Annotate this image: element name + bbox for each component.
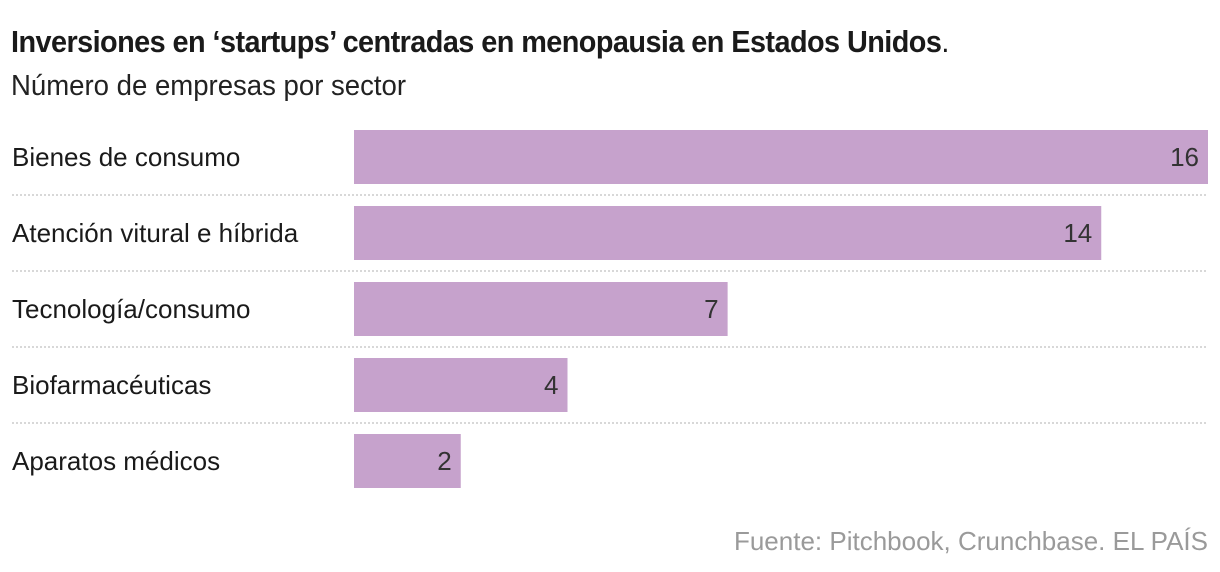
bars-group: Bienes de consumo 16 Atención vitural e hí… (12, 130, 1208, 488)
value-label: 4 (544, 370, 558, 400)
value-label: 14 (1063, 218, 1092, 248)
category-label: Aparatos médicos (12, 446, 220, 476)
bar (354, 434, 461, 488)
chart-subtitle: Número de empresas por sector (11, 70, 407, 102)
value-label: 2 (437, 446, 451, 476)
value-label: 16 (1170, 142, 1199, 172)
source-note: Fuente: Pitchbook, Crunchbase. EL PAÍS (734, 526, 1208, 557)
chart-title-period: . (941, 24, 949, 59)
value-label: 7 (704, 294, 718, 324)
source-text: Fuente: Pitchbook, Crunchbase (733, 526, 1099, 556)
chart-title-text: Inversiones en ‘startups’ centradas en m… (11, 24, 942, 59)
brand-text: . EL PAÍS (1098, 526, 1208, 556)
bar (354, 358, 568, 412)
category-label: Atención vitural e híbrida (12, 218, 299, 248)
bar (354, 130, 1208, 184)
chart-title: Inversiones en ‘startups’ centradas en m… (11, 24, 949, 60)
category-label: Bienes de consumo (12, 142, 240, 172)
category-label: Biofarmacéuticas (12, 370, 211, 400)
bar (354, 206, 1102, 260)
category-label: Tecnología/consumo (12, 294, 250, 324)
bar (354, 282, 728, 336)
